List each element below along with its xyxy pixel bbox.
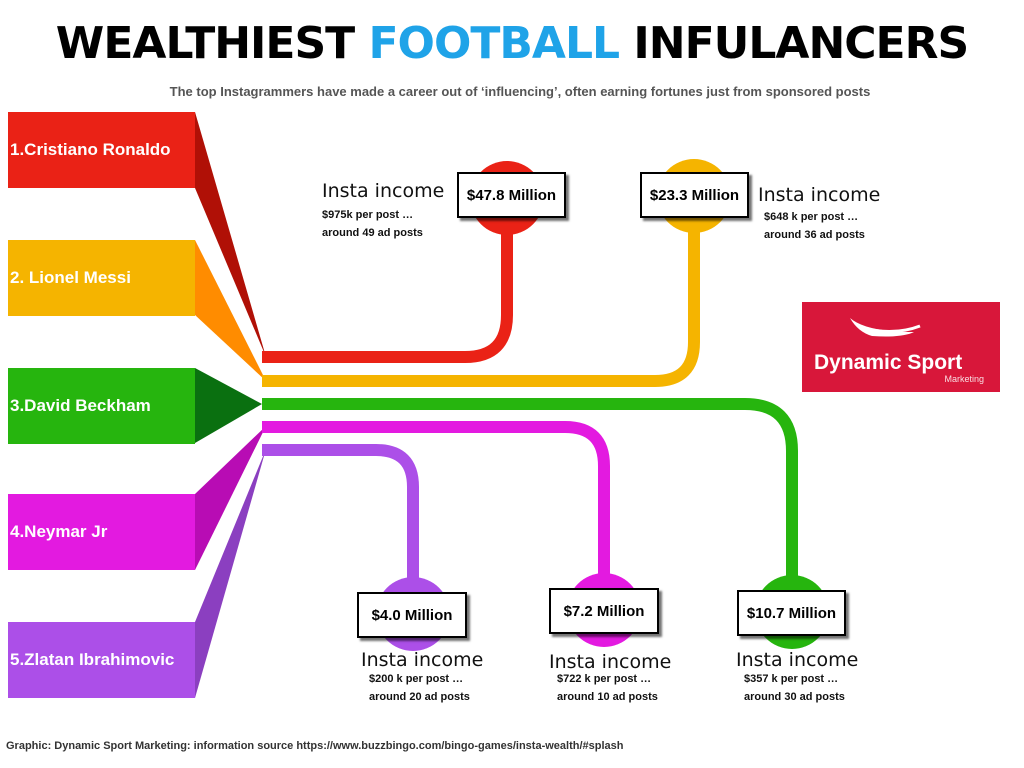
player-name: 3.David Beckham (10, 396, 151, 415)
insta-label-neymar: Insta income (549, 651, 672, 673)
ad-posts: around 20 ad posts (369, 691, 470, 703)
logo-sub: Marketing (944, 374, 984, 384)
player-name: 5.Zlatan Ibrahimovic (10, 650, 175, 669)
detail-ronaldo: $975k per post … around 49 ad posts (322, 206, 423, 242)
funnel-ronaldo (195, 112, 266, 357)
per-post: $357 k per post … (744, 673, 839, 685)
footer-credit: Graphic: Dynamic Sport Marketing: inform… (6, 740, 624, 752)
per-post: $200 k per post … (369, 673, 464, 685)
label-box-neymar: 4.Neymar Jr (8, 494, 195, 570)
per-post: $975k per post … (322, 209, 414, 221)
page-title: WEALTHIEST FOOTBALL INFULANCERS (0, 18, 1024, 69)
ad-posts: around 30 ad posts (744, 691, 845, 703)
label-box-zlatan: 5.Zlatan Ibrahimovic (8, 622, 195, 698)
label-box-beckham: 3.David Beckham (8, 368, 195, 444)
title-accent: FOOTBALL (368, 18, 621, 69)
income-box-messi: $23.3 Million (640, 172, 749, 218)
page-subtitle: The top Instagrammers have made a career… (169, 84, 871, 99)
flow-line-beckham (262, 398, 798, 580)
flow-line-zlatan (262, 444, 419, 582)
flow-line-ronaldo (262, 230, 513, 363)
player-name: 4.Neymar Jr (10, 522, 108, 541)
insta-label-messi: Insta income (758, 184, 881, 206)
per-post: $722 k per post … (557, 673, 652, 685)
label-box-ronaldo: 1.Cristiano Ronaldo (8, 112, 195, 188)
label-box-messi: 2. Lionel Messi (8, 240, 195, 316)
ad-posts: around 49 ad posts (322, 227, 423, 239)
insta-label-ronaldo: Insta income (322, 180, 445, 202)
detail-beckham: $357 k per post … around 30 ad posts (744, 670, 845, 706)
ad-posts: around 10 ad posts (557, 691, 658, 703)
ad-posts: around 36 ad posts (764, 229, 865, 241)
title-part-1: WEALTHIEST (55, 18, 355, 69)
income-box-zlatan: $4.0 Million (357, 592, 467, 638)
insta-label-zlatan: Insta income (361, 649, 484, 671)
flow-line-messi (262, 228, 700, 387)
funnel-neymar (195, 426, 266, 570)
player-name: 1.Cristiano Ronaldo (10, 140, 171, 159)
logo-name: Dynamic Sport (814, 351, 963, 374)
swoosh-icon (850, 318, 921, 337)
detail-zlatan: $200 k per post … around 20 ad posts (369, 670, 470, 706)
detail-neymar: $722 k per post … around 10 ad posts (557, 670, 658, 706)
per-post: $648 k per post … (764, 211, 859, 223)
flow-line-neymar (262, 421, 610, 578)
income-box-beckham: $10.7 Million (737, 590, 846, 636)
funnel-zlatan (195, 449, 266, 698)
income-box-ronaldo: $47.8 Million (457, 172, 566, 218)
funnel-messi (195, 240, 266, 381)
funnel-beckham (195, 368, 262, 443)
dynamic-sport-logo: Dynamic Sport Marketing (802, 302, 1000, 392)
detail-messi: $648 k per post … around 36 ad posts (764, 208, 865, 244)
title-part-2: INFULANCERS (633, 18, 969, 69)
insta-label-beckham: Insta income (736, 649, 859, 671)
player-name: 2. Lionel Messi (10, 268, 131, 287)
income-box-neymar: $7.2 Million (549, 588, 659, 634)
